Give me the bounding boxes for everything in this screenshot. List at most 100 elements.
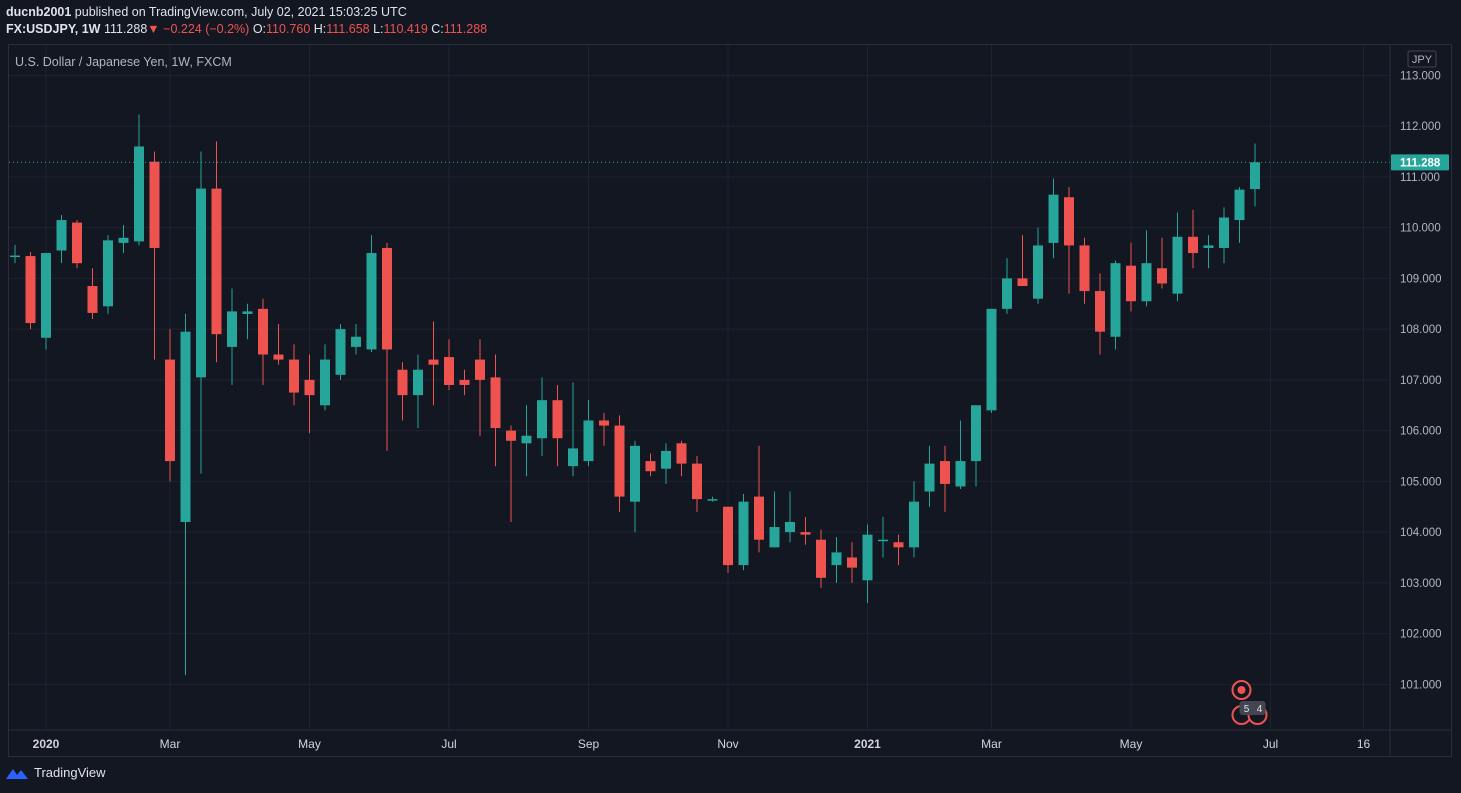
candle[interactable] bbox=[785, 491, 795, 543]
candle[interactable] bbox=[568, 382, 578, 477]
candle[interactable] bbox=[893, 534, 904, 566]
candle[interactable] bbox=[459, 369, 470, 396]
time-tick-label: 2020 bbox=[33, 737, 60, 751]
candle-body bbox=[893, 542, 904, 548]
candle[interactable] bbox=[103, 235, 113, 314]
candle[interactable] bbox=[134, 114, 144, 246]
candle[interactable] bbox=[25, 252, 36, 330]
candle[interactable] bbox=[847, 542, 857, 583]
tradingview-logo[interactable]: TradingView bbox=[6, 765, 106, 780]
high-label: H: bbox=[313, 22, 327, 36]
close-value: 111.288 bbox=[443, 22, 488, 36]
candle-body bbox=[1048, 194, 1059, 243]
candle[interactable] bbox=[56, 214, 67, 264]
candle[interactable] bbox=[1141, 230, 1152, 307]
candle[interactable] bbox=[1234, 187, 1245, 243]
candle-body bbox=[397, 369, 408, 396]
candle[interactable] bbox=[831, 537, 842, 583]
candle[interactable] bbox=[351, 324, 361, 355]
candle[interactable] bbox=[800, 516, 811, 545]
chart-container[interactable]: 113.000 112.000 111.000 110.000 109.000 108.0… bbox=[8, 44, 1452, 757]
candle[interactable] bbox=[1126, 242, 1136, 312]
candle[interactable] bbox=[10, 244, 20, 264]
candle[interactable] bbox=[1048, 178, 1059, 259]
time-tick-label: Mar bbox=[160, 737, 181, 751]
candle[interactable] bbox=[1219, 207, 1229, 264]
candle[interactable] bbox=[1110, 260, 1121, 350]
candle[interactable] bbox=[289, 344, 299, 406]
candle[interactable] bbox=[211, 141, 222, 363]
currency-badge[interactable]: JPY bbox=[1407, 50, 1437, 68]
candle[interactable] bbox=[227, 288, 237, 385]
candle[interactable] bbox=[72, 220, 82, 269]
candle[interactable] bbox=[754, 445, 764, 553]
candle[interactable] bbox=[1157, 237, 1167, 289]
candle[interactable] bbox=[258, 298, 268, 385]
candlestick-chart[interactable]: 113.000 112.000 111.000 110.000 109.000 108.0… bbox=[9, 45, 1451, 756]
candle[interactable] bbox=[273, 324, 284, 365]
candle[interactable] bbox=[971, 405, 981, 487]
candle[interactable] bbox=[475, 339, 485, 436]
candle[interactable] bbox=[676, 440, 687, 477]
candle[interactable] bbox=[1095, 273, 1105, 355]
candle[interactable] bbox=[165, 329, 175, 482]
candle[interactable] bbox=[723, 506, 733, 573]
candle[interactable] bbox=[149, 151, 160, 360]
candle[interactable] bbox=[180, 313, 191, 676]
candle[interactable] bbox=[521, 405, 532, 477]
candle[interactable] bbox=[118, 225, 129, 254]
candle[interactable] bbox=[1064, 187, 1074, 294]
candle[interactable] bbox=[397, 362, 408, 421]
candle[interactable] bbox=[537, 377, 547, 456]
candle[interactable] bbox=[1017, 235, 1028, 287]
candle[interactable] bbox=[490, 354, 501, 467]
candle[interactable] bbox=[87, 268, 98, 319]
candle[interactable] bbox=[428, 321, 439, 406]
candle[interactable] bbox=[366, 235, 377, 352]
candle[interactable] bbox=[909, 481, 919, 558]
candle[interactable] bbox=[1188, 209, 1198, 269]
candle[interactable] bbox=[816, 529, 826, 588]
candle[interactable] bbox=[692, 456, 702, 512]
candle[interactable] bbox=[335, 324, 346, 380]
candle[interactable] bbox=[196, 151, 206, 474]
candle[interactable] bbox=[242, 303, 253, 340]
candle[interactable] bbox=[1002, 258, 1012, 314]
candle[interactable] bbox=[614, 415, 625, 512]
candle-body bbox=[1188, 236, 1198, 254]
candle[interactable] bbox=[940, 445, 950, 512]
candle[interactable] bbox=[1079, 237, 1090, 304]
candle[interactable] bbox=[986, 308, 997, 413]
candle[interactable] bbox=[924, 445, 935, 507]
candle[interactable] bbox=[645, 453, 656, 477]
candle[interactable] bbox=[304, 354, 315, 434]
candle[interactable] bbox=[738, 494, 749, 571]
candle[interactable] bbox=[878, 516, 888, 558]
candle[interactable] bbox=[862, 524, 873, 604]
candle[interactable] bbox=[599, 412, 609, 446]
candle[interactable] bbox=[41, 253, 51, 350]
ohlc-bar: FX:USDJPY, 1W 111.288▼ −0.224 (−0.2%) O:… bbox=[6, 22, 487, 36]
candle[interactable] bbox=[955, 420, 966, 489]
candle[interactable] bbox=[382, 242, 392, 451]
candle[interactable] bbox=[552, 384, 563, 467]
candle[interactable] bbox=[1033, 227, 1043, 304]
candle[interactable] bbox=[1203, 235, 1214, 269]
candle-body bbox=[1017, 278, 1028, 287]
candle[interactable] bbox=[1172, 212, 1183, 302]
candle[interactable] bbox=[661, 443, 671, 484]
candle[interactable] bbox=[444, 339, 454, 391]
change-text: −0.224 (−0.2%) bbox=[163, 22, 250, 36]
candle[interactable] bbox=[630, 440, 640, 533]
candle[interactable] bbox=[1250, 143, 1260, 207]
candle[interactable] bbox=[413, 354, 423, 429]
candle[interactable] bbox=[769, 491, 780, 548]
candle[interactable] bbox=[506, 425, 516, 522]
candle[interactable] bbox=[320, 344, 330, 411]
author-name[interactable]: ducnb2001 bbox=[6, 5, 72, 19]
candle[interactable] bbox=[707, 496, 718, 502]
candle-body bbox=[955, 461, 966, 487]
candle-body bbox=[552, 400, 563, 439]
candle[interactable] bbox=[583, 400, 594, 467]
